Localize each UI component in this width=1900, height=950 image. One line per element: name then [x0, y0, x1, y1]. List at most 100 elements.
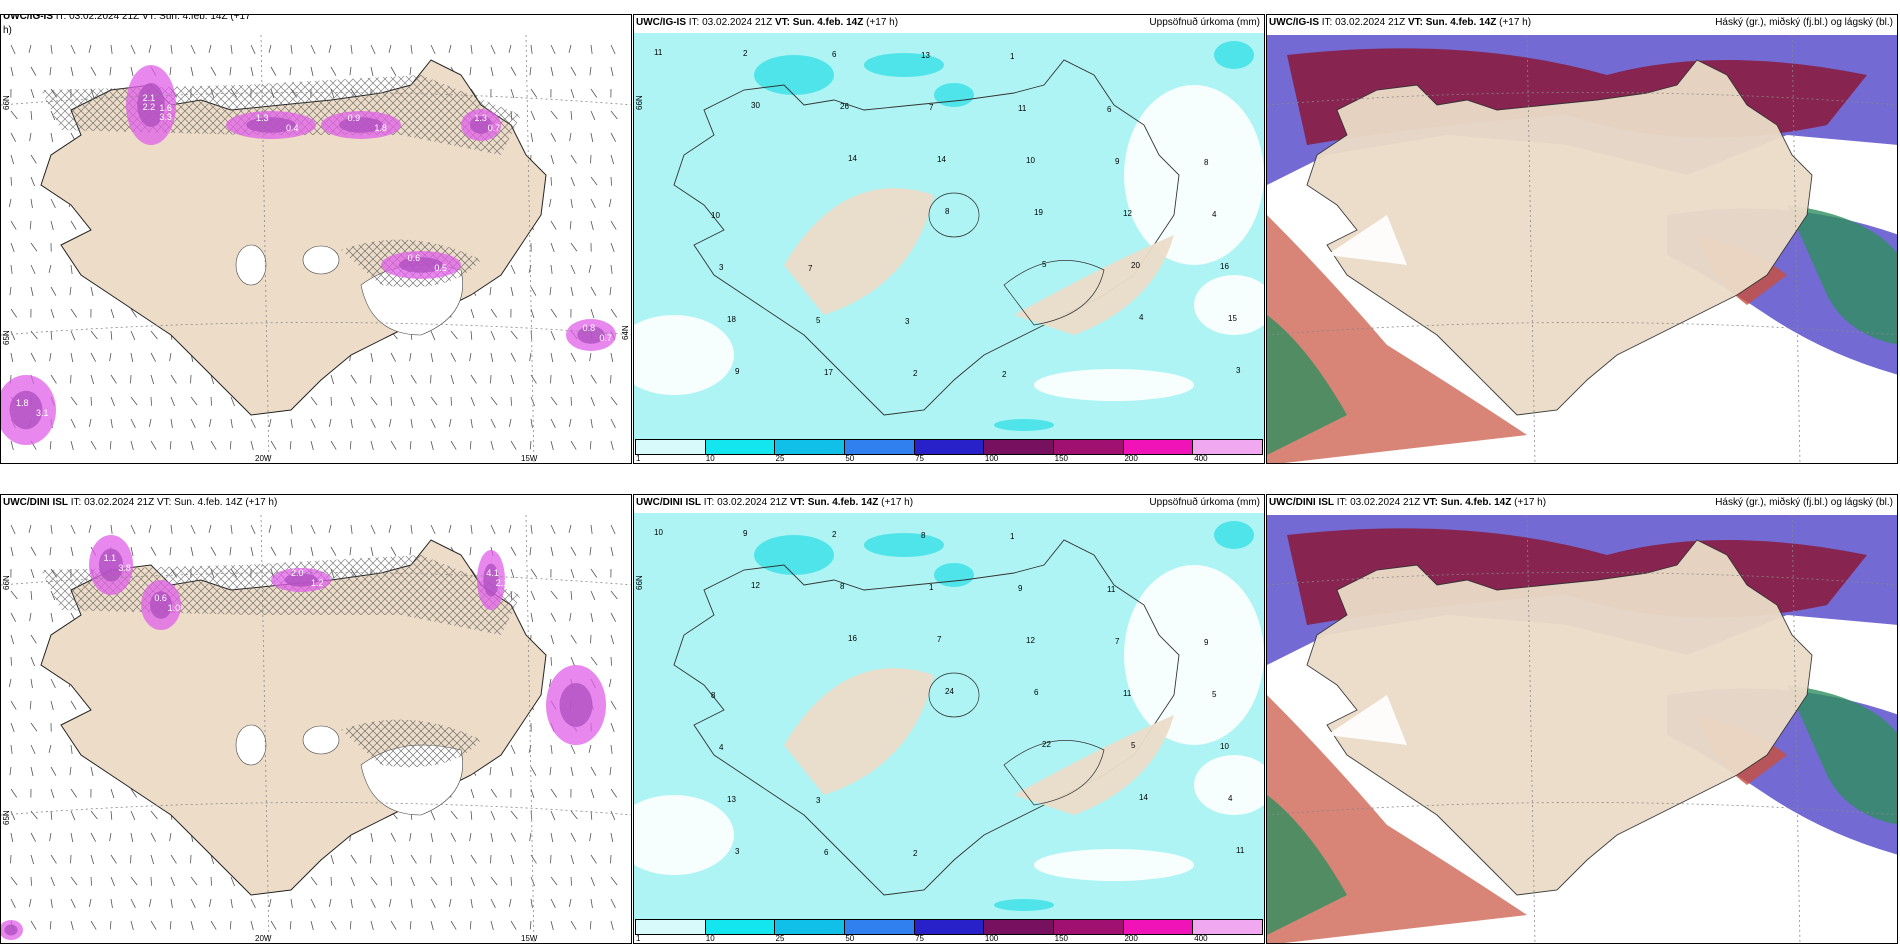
wind-barb	[70, 876, 78, 886]
precip-mid-area	[864, 53, 944, 77]
wind-barb	[90, 66, 97, 76]
snow-value: 1.8	[16, 398, 29, 408]
wind-barb	[30, 110, 33, 120]
wind-barb	[470, 788, 475, 799]
snow-value: 0.6	[154, 593, 167, 603]
wind-barb	[570, 546, 577, 556]
wind-barb	[50, 198, 56, 208]
wind-barb	[590, 396, 595, 407]
wind-barb	[530, 568, 538, 578]
precip-value: 8	[1204, 158, 1209, 167]
wind-barb	[590, 590, 596, 601]
wind-barb	[28, 524, 32, 533]
wind-barb	[409, 440, 412, 450]
snow-value: 2.0	[291, 568, 304, 578]
snow-value: 2.1	[496, 578, 509, 588]
wind-barb	[170, 418, 173, 428]
wind-barb	[69, 766, 72, 776]
precip-value: 2	[743, 49, 748, 58]
dry-land	[1014, 715, 1174, 815]
wind-barb	[550, 440, 554, 451]
wind-barb	[450, 920, 457, 930]
wind-barb	[610, 66, 614, 77]
tick-y: 65N	[2, 810, 11, 825]
wind-barb	[490, 66, 494, 77]
wind-barb	[208, 524, 212, 533]
snow-core	[284, 573, 318, 587]
wind-barb	[469, 440, 472, 450]
wind-barb	[30, 744, 36, 755]
glacier-outline	[1003, 740, 1105, 806]
wind-barb	[190, 396, 198, 406]
wind-barb	[50, 612, 54, 623]
wind-barb	[69, 286, 72, 296]
snow-value: 0.6	[408, 253, 421, 263]
wind-barb	[569, 220, 572, 230]
meridian-line	[1791, 34, 1801, 463]
cloud-layer	[1267, 315, 1347, 455]
wind-barb	[450, 374, 455, 385]
wind-barb	[10, 176, 12, 186]
wind-barb	[470, 330, 473, 340]
snow-core	[483, 563, 499, 597]
wind-barb	[569, 132, 572, 142]
wind-barb	[550, 396, 558, 406]
scale-label: 25	[775, 934, 785, 943]
scale-swatch	[984, 440, 1055, 454]
wind-barb	[130, 898, 136, 908]
precip-value: 9	[735, 367, 740, 376]
wind-barb	[170, 898, 173, 908]
wind-barb	[388, 418, 392, 428]
wind-barb	[170, 524, 173, 534]
wind-barb	[410, 876, 415, 887]
wind-barb	[530, 44, 533, 54]
wind-barb	[10, 110, 18, 120]
snow-value: 0.8	[583, 323, 596, 333]
wind-barb	[590, 44, 593, 54]
snow-value: 3.1	[36, 408, 49, 418]
wind-barb	[150, 352, 157, 362]
wind-barb	[150, 396, 152, 406]
wind-barb	[550, 744, 553, 754]
parallel-line	[1267, 572, 1897, 586]
wind-barb	[390, 440, 397, 450]
precip-value: 20	[1131, 261, 1140, 270]
wind-barb	[29, 612, 32, 622]
dry-land	[1014, 235, 1174, 335]
wind-barb	[30, 766, 34, 777]
wind-barb	[570, 264, 576, 275]
snow-core	[246, 117, 296, 133]
precip-mid-area	[754, 535, 834, 575]
precip-value: 6	[824, 848, 829, 857]
precip-value: 4	[1139, 313, 1144, 322]
scale-swatch	[705, 440, 776, 454]
wind-barb	[610, 110, 618, 120]
precip-value: 9	[743, 529, 748, 538]
iceland-outline	[673, 539, 1180, 896]
precip-value: 24	[945, 687, 954, 696]
wind-barb	[390, 66, 397, 76]
wind-barb	[30, 286, 34, 297]
wind-barb	[90, 766, 94, 777]
scale-label: 10	[705, 934, 715, 943]
wind-barb	[330, 854, 335, 865]
scale-label: 100	[984, 934, 999, 943]
precip-value: 5	[816, 316, 821, 325]
wind-barb	[450, 440, 457, 450]
precip-mid-area	[864, 533, 944, 557]
snow-value: 1.8	[374, 123, 387, 133]
scale-label: 25	[775, 454, 785, 463]
iceland-land	[1306, 539, 1813, 896]
wind-barb	[50, 330, 53, 340]
wind-barb	[510, 810, 518, 820]
wind-barb	[430, 832, 434, 843]
wind-barb	[170, 396, 175, 407]
wind-barb	[590, 132, 594, 143]
wind-barb	[550, 308, 558, 318]
glacier-outline	[928, 192, 980, 238]
wind-barb	[530, 418, 533, 428]
wind-barb	[589, 66, 592, 76]
wind-barb	[130, 352, 134, 363]
wind-barb	[148, 524, 152, 533]
wind-barb	[350, 396, 355, 407]
